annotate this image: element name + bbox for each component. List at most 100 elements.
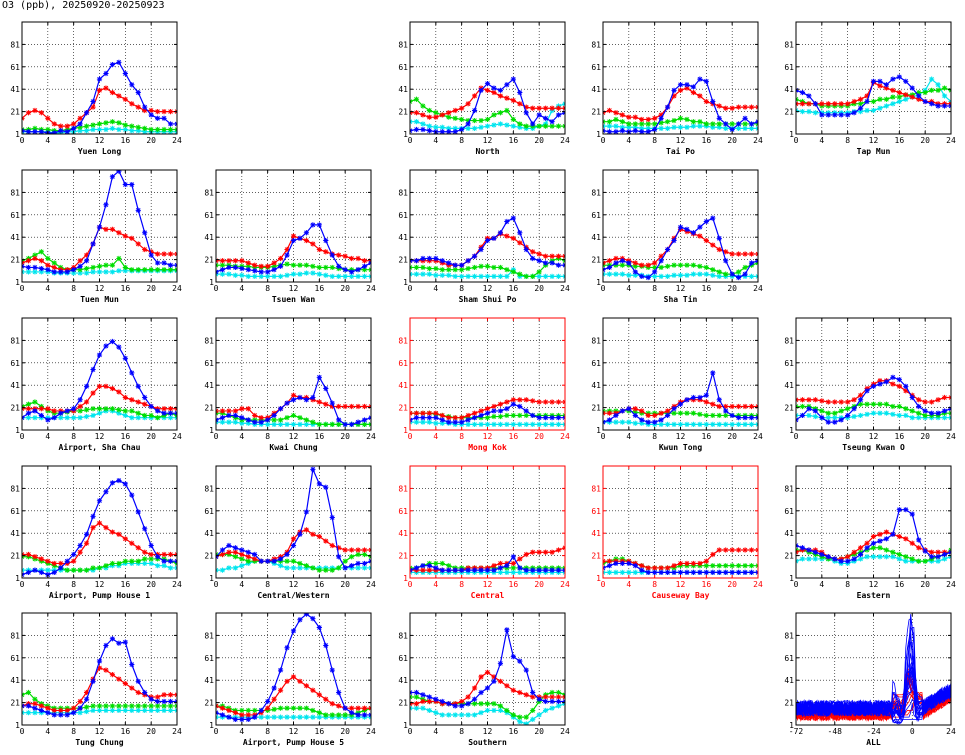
x-tick-label: 8 bbox=[652, 580, 657, 589]
data-point-red bbox=[258, 415, 264, 421]
data-point-green bbox=[413, 694, 420, 700]
data-point-red bbox=[549, 253, 555, 259]
data-point-red bbox=[896, 89, 902, 96]
data-point-blue bbox=[941, 408, 948, 414]
data-point-blue bbox=[916, 537, 922, 543]
data-point-blue bbox=[619, 408, 625, 414]
data-point-red bbox=[135, 104, 141, 110]
x-tick-label: 20 bbox=[340, 432, 350, 441]
data-point-blue bbox=[45, 417, 51, 423]
data-point-red bbox=[77, 115, 83, 121]
data-point-cyan bbox=[639, 125, 645, 131]
data-point-cyan bbox=[155, 563, 161, 569]
data-point-blue bbox=[736, 121, 742, 127]
y-tick-label: 21 bbox=[398, 404, 408, 413]
data-point-blue bbox=[310, 466, 316, 472]
data-point-red bbox=[639, 262, 645, 268]
data-point-blue bbox=[703, 78, 709, 84]
data-point-green bbox=[677, 115, 684, 121]
data-point-red bbox=[116, 531, 122, 537]
x-tick-label: 0 bbox=[601, 136, 606, 145]
data-point-blue bbox=[90, 513, 96, 519]
data-point-green bbox=[161, 267, 167, 273]
data-point-blue bbox=[799, 545, 806, 551]
data-point-blue bbox=[161, 260, 167, 266]
data-point-cyan bbox=[148, 560, 154, 567]
data-point-green bbox=[71, 567, 77, 573]
data-point-blue bbox=[883, 379, 890, 385]
x-tick-label: 16 bbox=[315, 727, 325, 736]
x-tick-label: 12 bbox=[483, 727, 493, 736]
y-tick-label: 41 bbox=[591, 233, 601, 242]
data-point-blue bbox=[265, 558, 271, 564]
data-point-blue bbox=[135, 509, 141, 515]
data-point-red bbox=[161, 109, 167, 115]
data-point-green bbox=[536, 123, 542, 129]
data-point-cyan bbox=[883, 554, 890, 560]
data-point-blue bbox=[543, 415, 549, 421]
data-point-cyan bbox=[252, 273, 258, 279]
data-point-blue bbox=[877, 538, 883, 544]
data-point-red bbox=[245, 554, 251, 560]
data-point-green bbox=[723, 271, 729, 277]
data-point-cyan bbox=[284, 272, 290, 278]
data-point-blue bbox=[361, 263, 368, 269]
data-point-green bbox=[690, 119, 697, 125]
data-point-cyan bbox=[116, 410, 122, 416]
data-point-red bbox=[426, 410, 432, 416]
data-point-blue bbox=[51, 269, 57, 275]
series-group bbox=[796, 374, 951, 425]
y-tick-label: 1 bbox=[596, 278, 601, 287]
x-tick-label: 12 bbox=[483, 580, 493, 589]
data-point-cyan bbox=[271, 714, 277, 720]
data-point-green bbox=[361, 421, 368, 427]
data-point-blue bbox=[316, 222, 322, 228]
data-point-red bbox=[549, 694, 555, 700]
data-point-green bbox=[909, 408, 915, 414]
data-point-cyan bbox=[806, 109, 812, 115]
data-point-red bbox=[465, 694, 471, 700]
data-point-red bbox=[497, 560, 504, 567]
y-tick-label: 41 bbox=[204, 676, 214, 685]
y-tick-label: 81 bbox=[10, 336, 20, 345]
data-point-red bbox=[349, 255, 355, 262]
data-point-red bbox=[355, 255, 361, 262]
data-point-red bbox=[549, 105, 555, 111]
x-tick-label: 0 bbox=[408, 136, 413, 145]
data-point-green bbox=[819, 408, 825, 414]
x-tick-label: 0 bbox=[214, 284, 219, 293]
data-point-cyan bbox=[664, 125, 671, 131]
data-point-green bbox=[459, 267, 465, 273]
data-point-blue bbox=[349, 421, 355, 427]
data-point-blue bbox=[613, 412, 619, 419]
data-point-red bbox=[122, 394, 128, 401]
data-point-green bbox=[703, 563, 709, 569]
data-point-red bbox=[903, 536, 909, 542]
data-point-red bbox=[819, 101, 825, 107]
y-tick-label: 41 bbox=[398, 676, 408, 685]
data-point-green bbox=[142, 556, 148, 562]
data-point-red bbox=[825, 399, 831, 405]
data-point-blue bbox=[239, 415, 245, 421]
data-point-cyan bbox=[265, 421, 271, 427]
data-point-red bbox=[316, 533, 322, 540]
data-point-blue bbox=[504, 406, 510, 412]
data-point-red bbox=[736, 547, 742, 553]
data-point-blue bbox=[806, 406, 812, 412]
data-point-red bbox=[671, 93, 677, 99]
data-point-cyan bbox=[536, 273, 542, 279]
data-point-red bbox=[316, 692, 322, 698]
data-point-green bbox=[484, 701, 491, 707]
data-point-blue bbox=[929, 554, 935, 560]
data-point-red bbox=[135, 689, 141, 696]
x-tick-label: 12 bbox=[676, 580, 686, 589]
x-tick-label: 8 bbox=[71, 727, 76, 736]
data-point-green bbox=[122, 558, 128, 564]
data-point-cyan bbox=[703, 271, 709, 277]
data-point-cyan bbox=[471, 421, 478, 427]
data-point-red bbox=[361, 547, 368, 553]
data-point-cyan bbox=[613, 569, 619, 575]
data-point-cyan bbox=[277, 273, 284, 279]
data-point-blue bbox=[135, 678, 141, 684]
